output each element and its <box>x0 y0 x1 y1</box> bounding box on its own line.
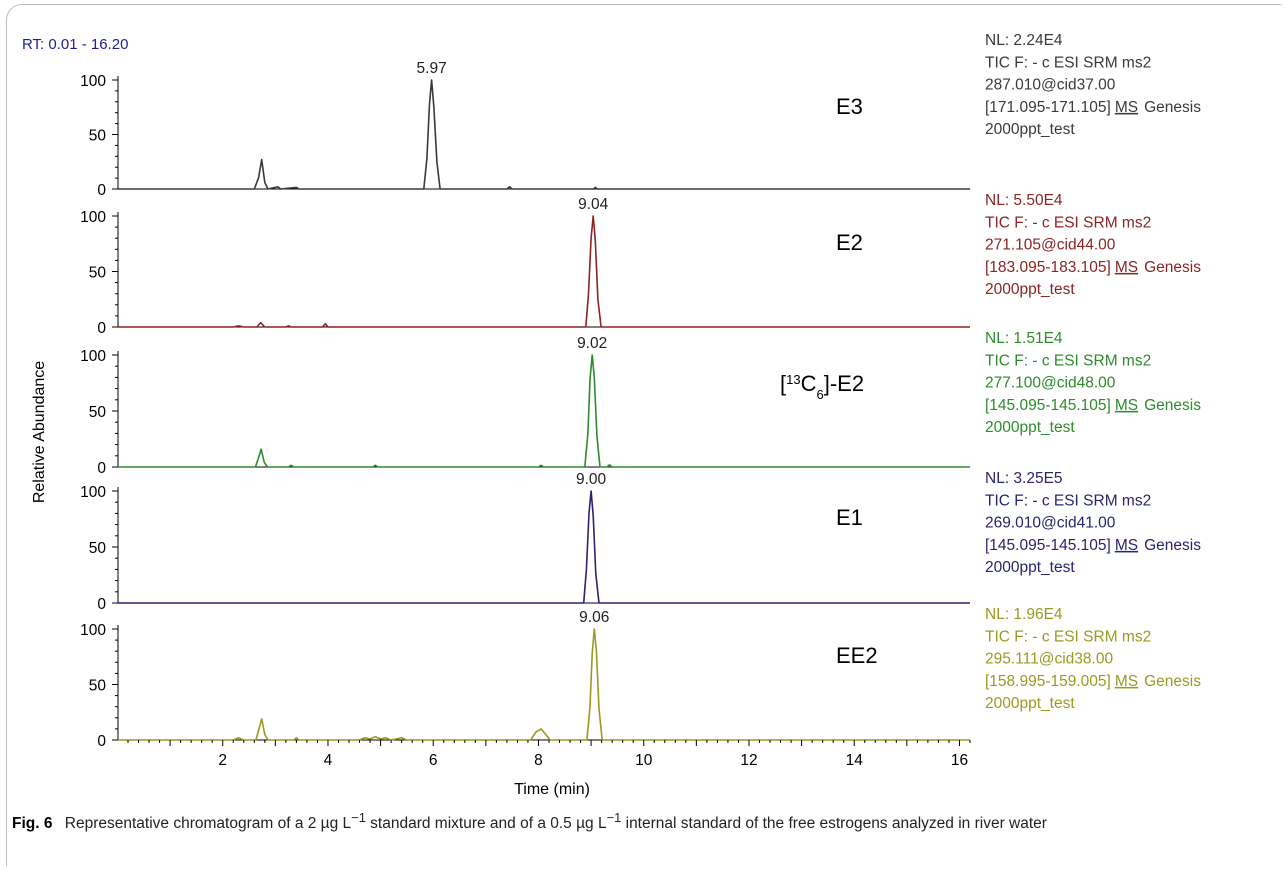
file-label: Genesis <box>1144 673 1201 690</box>
ms-label: MS <box>1115 397 1138 414</box>
mass-range-text: [171.095-171.105] MS Genesis <box>985 99 1201 116</box>
nl-value: NL: 5.50E4 <box>985 192 1063 209</box>
rt-range-label: RT: 0.01 - 16.20 <box>22 36 128 53</box>
apex-label: 9.06 <box>579 609 609 626</box>
file-label: Genesis <box>1144 259 1201 276</box>
figure-caption: Fig. 6 Representative chromatogram of a … <box>12 807 1274 835</box>
sample-name: 2000ppt_test <box>985 281 1075 298</box>
mass-range: [145.095-145.105] <box>985 397 1111 414</box>
apex-label: 5.97 <box>417 60 447 77</box>
compound-label-part: 13 <box>786 372 800 387</box>
y-axis-label: Relative Abundance <box>31 361 48 503</box>
caption-text-part3: internal standard of the free estrogens … <box>621 815 1047 833</box>
y-tick-label: 0 <box>97 182 106 199</box>
compound-label: EE2 <box>836 643 878 668</box>
apex-label: 9.00 <box>576 471 607 488</box>
x-tick-label: 12 <box>740 752 757 769</box>
scan-filter: TIC F: - c ESI SRM ms2 <box>985 628 1151 645</box>
compound-label: E1 <box>836 505 863 530</box>
caption-fig-label: Fig. 6 <box>12 815 53 833</box>
y-tick-label: 0 <box>97 733 106 750</box>
y-tick-label: 50 <box>89 128 107 145</box>
precursor-text: 271.105@cid44.00 <box>985 237 1116 254</box>
x-tick-label: 10 <box>635 752 653 769</box>
y-tick-label: 0 <box>97 460 106 477</box>
compound-label: [13C6]-E2 <box>780 371 864 402</box>
y-tick-label: 50 <box>89 404 107 421</box>
x-axis-label: Time (min) <box>514 781 590 798</box>
apex-label: 9.04 <box>578 196 609 213</box>
caption-sup1: −1 <box>351 810 366 825</box>
y-tick-label: 0 <box>97 320 106 337</box>
x-tick-label: 16 <box>951 752 968 769</box>
x-tick-label: 4 <box>324 752 333 769</box>
file-label: Genesis <box>1144 537 1201 554</box>
y-tick-label: 50 <box>89 540 107 557</box>
x-tick-label: 8 <box>534 752 543 769</box>
compound-label-part: 6 <box>816 387 823 402</box>
sample-name: 2000ppt_test <box>985 121 1075 138</box>
y-tick-label: 50 <box>89 265 107 282</box>
mass-range-text: [158.995-159.005] MS Genesis <box>985 673 1201 690</box>
trace-line-0 <box>118 79 970 190</box>
scan-filter: TIC F: - c ESI SRM ms2 <box>985 214 1151 231</box>
caption-sup2: −1 <box>606 810 622 825</box>
mass-range: [171.095-171.105] <box>985 99 1111 116</box>
x-tick-label: 6 <box>429 752 438 769</box>
caption-text-part1: Representative chromatogram of a 2 µg L <box>64 815 352 833</box>
file-label: Genesis <box>1144 99 1201 116</box>
mass-range: [183.095-183.105] <box>985 259 1111 276</box>
sample-name: 2000ppt_test <box>985 559 1075 576</box>
y-tick-label: 100 <box>80 73 106 90</box>
compound-label-part: C <box>801 371 817 396</box>
y-tick-label: 100 <box>80 348 106 365</box>
nl-value: NL: 1.96E4 <box>985 606 1063 623</box>
y-tick-label: 100 <box>80 209 106 226</box>
compound-label: E2 <box>836 230 863 255</box>
nl-value: NL: 1.51E4 <box>985 330 1063 347</box>
y-tick-label: 0 <box>97 596 106 613</box>
file-label: Genesis <box>1144 397 1201 414</box>
nl-value: NL: 2.24E4 <box>985 32 1063 49</box>
precursor-text: 287.010@cid37.00 <box>985 77 1116 94</box>
trace-line-2 <box>118 354 970 468</box>
compound-label-part: [ <box>780 371 786 396</box>
mass-range: [158.995-159.005] <box>985 673 1111 690</box>
mass-range: [145.095-145.105] <box>985 537 1111 554</box>
mass-range-text: [145.095-145.105] MS Genesis <box>985 537 1201 554</box>
ms-label: MS <box>1115 99 1138 116</box>
sample-name: 2000ppt_test <box>985 695 1075 712</box>
nl-value: NL: 3.25E5 <box>985 470 1063 487</box>
precursor-text: 295.111@cid38.00 <box>985 651 1113 668</box>
apex-label: 9.02 <box>577 335 607 352</box>
figure-frame <box>6 4 1281 866</box>
x-tick-label: 14 <box>846 752 864 769</box>
compound-label-part: ]-E2 <box>824 371 864 396</box>
mass-range-text: [145.095-145.105] MS Genesis <box>985 397 1201 414</box>
ms-label: MS <box>1115 259 1138 276</box>
y-tick-label: 50 <box>89 678 107 695</box>
ms-label: MS <box>1115 537 1138 554</box>
scan-filter: TIC F: - c ESI SRM ms2 <box>985 352 1151 369</box>
scan-filter: TIC F: - c ESI SRM ms2 <box>985 492 1151 509</box>
y-tick-label: 100 <box>80 622 106 639</box>
sample-name: 2000ppt_test <box>985 419 1075 436</box>
precursor-text: 277.100@cid48.00 <box>985 375 1116 392</box>
trace-line-3 <box>118 490 970 604</box>
caption-text-part2: standard mixture and of a 0.5 µg L <box>365 815 607 833</box>
x-tick-label: 2 <box>218 752 227 769</box>
compound-label: E3 <box>836 94 863 119</box>
trace-line-4 <box>118 628 970 741</box>
ms-label: MS <box>1115 673 1138 690</box>
precursor-text: 269.010@cid41.00 <box>985 515 1116 532</box>
mass-range-text: [183.095-183.105] MS Genesis <box>985 259 1201 276</box>
trace-line-1 <box>118 215 970 328</box>
scan-filter: TIC F: - c ESI SRM ms2 <box>985 54 1151 71</box>
y-tick-label: 100 <box>80 484 106 501</box>
